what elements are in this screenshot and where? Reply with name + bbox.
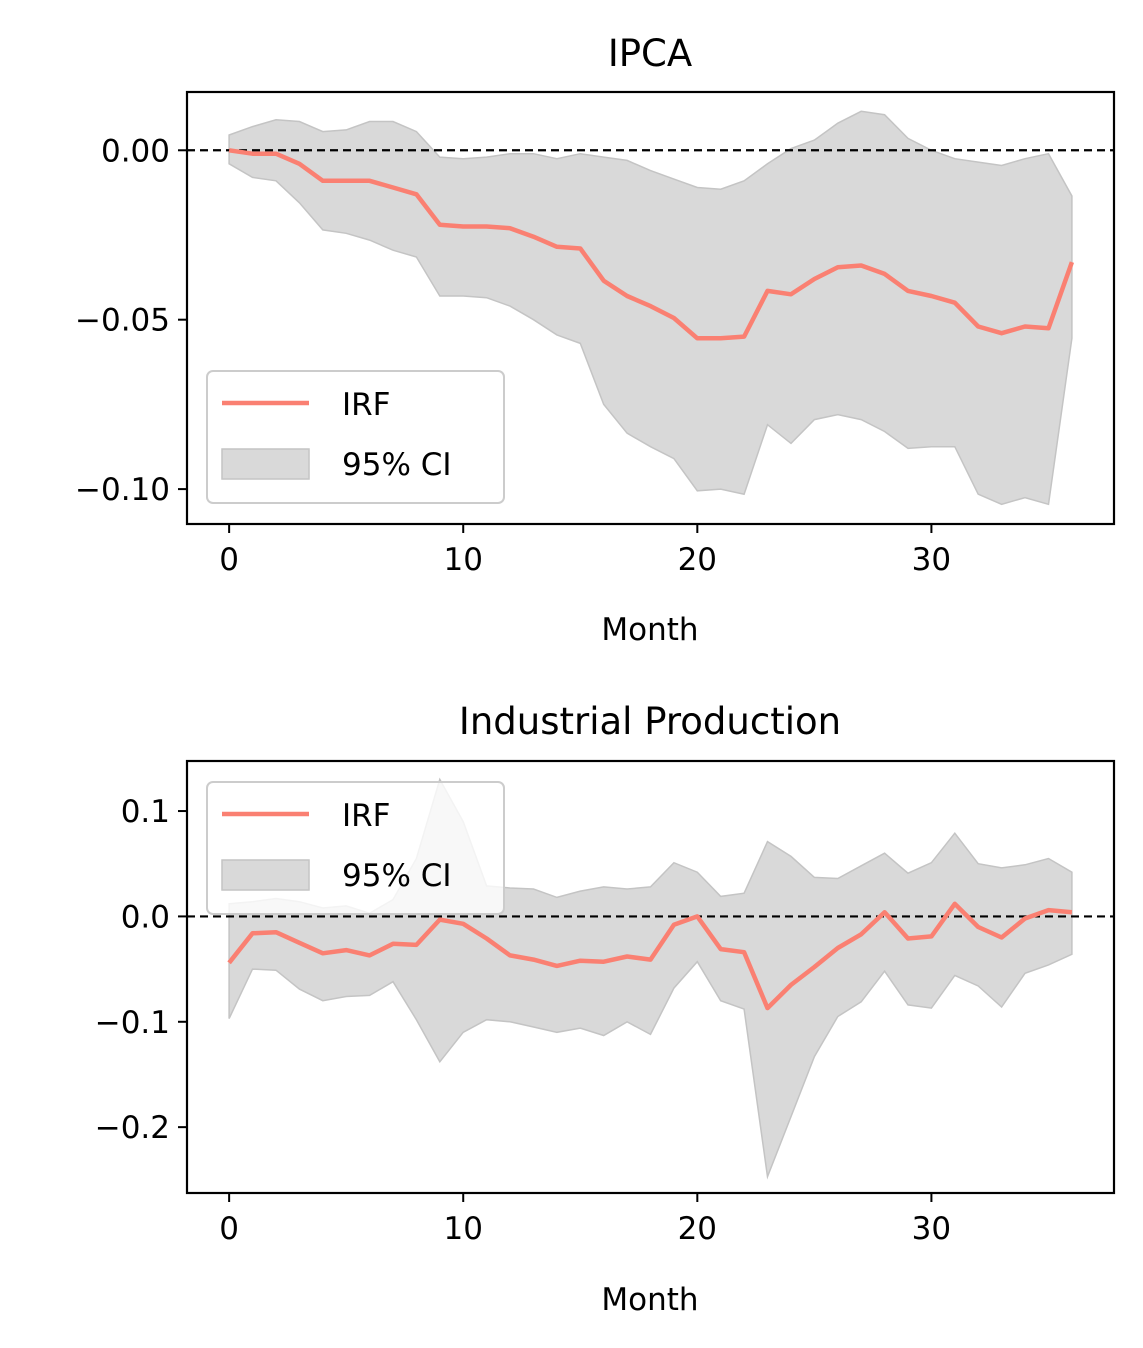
x-tick-label: 30 bbox=[912, 1211, 951, 1247]
y-tick-label: −0.10 bbox=[75, 472, 170, 508]
x-tick-label: 20 bbox=[678, 542, 717, 578]
y-tick-label: 0.0 bbox=[121, 899, 170, 935]
axes-frame bbox=[185, 759, 1116, 1195]
y-tick-label: −0.1 bbox=[95, 1005, 170, 1041]
panel-industrial-production: Industrial Production 0 10 20 30 0.1 0.0 −0.1 −… bbox=[95, 700, 1116, 1318]
legend-ci-label: 95% CI bbox=[342, 858, 452, 894]
x-axis-label: Month bbox=[601, 612, 698, 648]
legend-ci-swatch bbox=[221, 859, 310, 891]
x-tick-label: 20 bbox=[678, 1211, 717, 1247]
y-tick-label: 0.1 bbox=[121, 794, 170, 830]
irf-line bbox=[228, 148, 1075, 341]
x-tick-label: 10 bbox=[444, 1211, 483, 1247]
legend: IRF 95% CI bbox=[206, 370, 505, 504]
legend-irf-label: IRF bbox=[342, 798, 391, 834]
y-tick-label: −0.05 bbox=[75, 303, 170, 339]
x-tick-label: 10 bbox=[444, 542, 483, 578]
y-tick-label: −0.2 bbox=[95, 1110, 170, 1146]
x-tick-label: 30 bbox=[912, 542, 951, 578]
x-tick-label: 0 bbox=[219, 542, 239, 578]
legend-ci-swatch bbox=[221, 448, 310, 480]
panel-title: IPCA bbox=[608, 32, 692, 75]
axes-frame bbox=[185, 90, 1116, 526]
legend-ci-label: 95% CI bbox=[342, 447, 452, 483]
plot-area: 0 10 20 30 0.1 0.0 −0.1 −0.2 IRF 95% CI bbox=[95, 759, 1116, 1247]
legend: IRF 95% CI bbox=[206, 781, 505, 915]
x-tick-label: 0 bbox=[219, 1211, 239, 1247]
plot-area: 0 10 20 30 0.00 −0.05 −0.10 IRF 95% CI bbox=[75, 90, 1116, 578]
panel-title: Industrial Production bbox=[459, 700, 841, 743]
x-axis-label: Month bbox=[601, 1282, 698, 1318]
irf-line bbox=[227, 901, 1073, 1011]
panel-ipca: IPCA 0 10 20 30 0.00 −0.05 −0.10 IRF 95% CI Mont… bbox=[75, 32, 1116, 648]
legend-irf-label: IRF bbox=[342, 387, 391, 423]
y-tick-label: 0.00 bbox=[101, 133, 170, 169]
